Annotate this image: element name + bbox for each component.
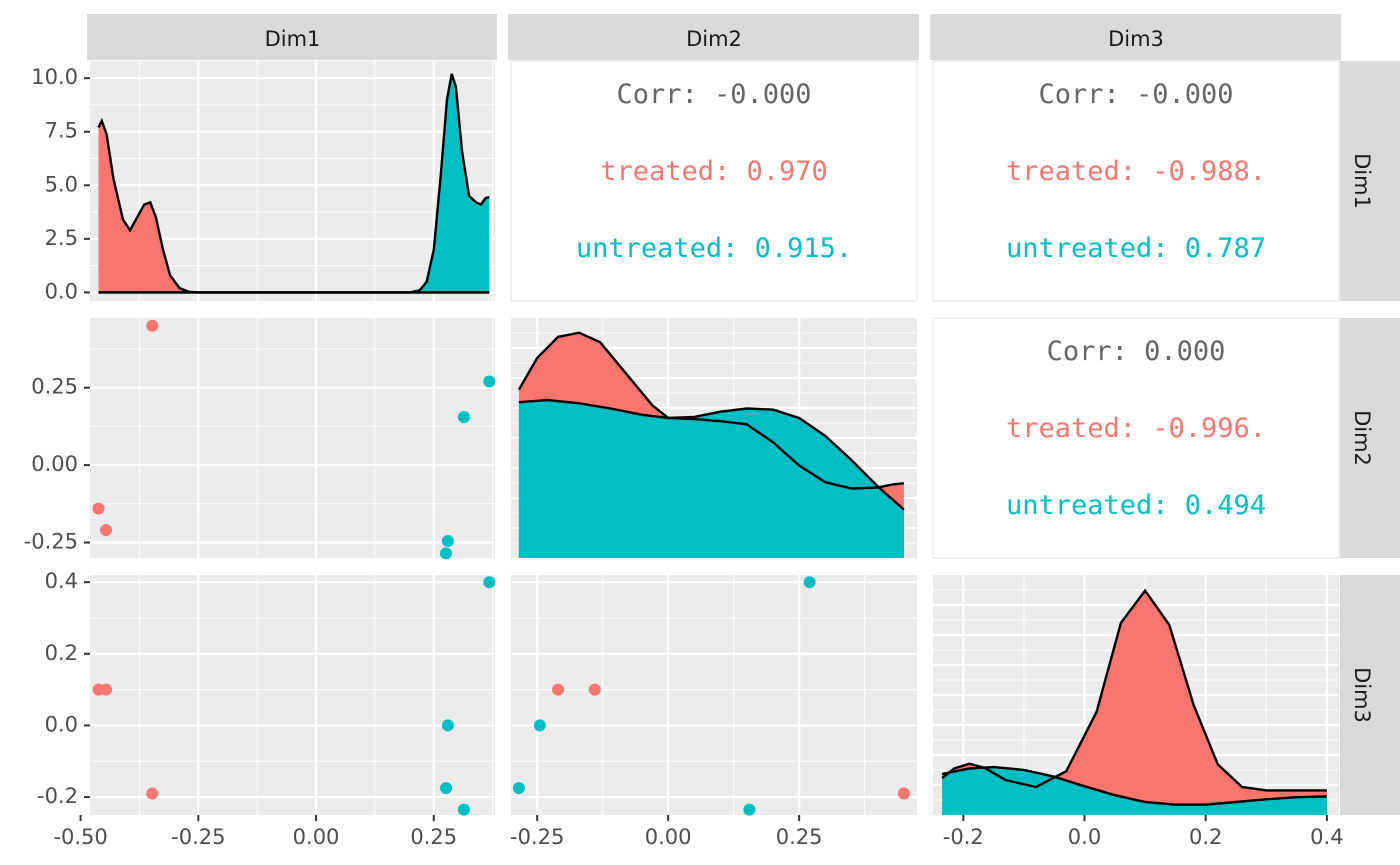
scatter-point-untreated bbox=[457, 803, 470, 816]
panel-dim1-dim3: Corr: -0.000 treated: -0.988. untreated: 0… bbox=[932, 60, 1340, 302]
x-tick-label: -0.25 bbox=[171, 825, 225, 849]
panel-dim2-dim2 bbox=[511, 318, 917, 558]
panel-dim2-dim3: Corr: 0.000 treated: -0.996. untreated: 0.… bbox=[932, 317, 1340, 559]
density-line-treated bbox=[517, 331, 905, 490]
scatter-point-treated bbox=[146, 319, 159, 332]
corr-untreated-label: untreated: 0.915. bbox=[576, 233, 852, 264]
corr-treated-label: treated: -0.996. bbox=[1006, 413, 1266, 444]
scatter-point-treated bbox=[552, 683, 565, 696]
y-tick-label: -0.25 bbox=[24, 530, 78, 554]
strip-label-dim1: Dim1 bbox=[265, 27, 321, 51]
strip-top-dim1 bbox=[87, 14, 497, 60]
corr-untreated-label: untreated: 0.494 bbox=[1006, 490, 1266, 521]
scatter-point-untreated bbox=[743, 803, 756, 816]
scatter-point-treated bbox=[92, 502, 105, 515]
corr-panel-bg bbox=[932, 60, 1340, 302]
y-tick-label: 0.2 bbox=[45, 641, 78, 665]
panel-dim3-dim2 bbox=[511, 575, 917, 816]
strip-label-right-dim2: Dim2 bbox=[1350, 410, 1374, 466]
x-tick-label: -0.25 bbox=[510, 825, 564, 849]
y-tick-label: -0.2 bbox=[37, 784, 78, 808]
strip-label-right-dim1: Dim1 bbox=[1350, 153, 1374, 209]
strip-label-dim3: Dim3 bbox=[1108, 27, 1164, 51]
y-tick-label: 5.0 bbox=[45, 172, 78, 196]
corr-panel-bg bbox=[510, 60, 918, 302]
corr-treated-label: treated: -0.988. bbox=[1006, 156, 1266, 187]
scatter-point-treated bbox=[588, 683, 601, 696]
corr-corr-label: Corr: 0.000 bbox=[1047, 336, 1226, 367]
y-tick-label: 0.0 bbox=[45, 279, 78, 303]
corr-treated-label: treated: 0.970 bbox=[600, 156, 828, 187]
density-line-untreated bbox=[518, 398, 905, 511]
x-tick-label: 0.00 bbox=[645, 825, 692, 849]
strip-top-dim2 bbox=[508, 14, 919, 60]
y-tick-label: 0.0 bbox=[45, 712, 78, 736]
panel-dim1-dim1 bbox=[90, 61, 495, 301]
x-tick-label: -0.50 bbox=[53, 825, 107, 849]
scatter-point-untreated bbox=[483, 576, 496, 589]
density-line-treated bbox=[941, 588, 1327, 792]
panel-bg bbox=[511, 575, 917, 815]
panel-dim1-dim2: Corr: -0.000 treated: 0.970 untreated: 0.9… bbox=[510, 60, 918, 302]
panel-dim2-dim1 bbox=[90, 318, 496, 560]
density-line-treated bbox=[97, 118, 490, 294]
corr-panel-bg bbox=[932, 317, 1340, 559]
scatter-point-untreated bbox=[441, 535, 454, 547]
corr-corr-label: Corr: -0.000 bbox=[1038, 79, 1233, 110]
y-tick-label: 0.00 bbox=[31, 452, 78, 476]
scatter-point-treated bbox=[100, 683, 112, 696]
x-tick-label: 0.00 bbox=[293, 825, 340, 849]
strip-right-dim3 bbox=[1340, 575, 1400, 815]
y-tick-label: 0.4 bbox=[45, 569, 78, 593]
strip-right-dim2 bbox=[1340, 318, 1400, 558]
strip-label-right-dim3: Dim3 bbox=[1350, 667, 1374, 723]
density-line-untreated bbox=[98, 73, 490, 294]
x-tick-label: 0.0 bbox=[1068, 825, 1101, 849]
x-tick-label: 0.4 bbox=[1310, 825, 1343, 849]
scatter-point-untreated bbox=[803, 576, 816, 589]
scatter-point-untreated bbox=[440, 782, 452, 795]
y-tick-label: 7.5 bbox=[45, 119, 78, 143]
panel-bg bbox=[90, 318, 495, 558]
density-area-untreated bbox=[518, 400, 904, 558]
x-tick-label: -0.2 bbox=[943, 825, 984, 849]
y-tick-label: 0.25 bbox=[31, 375, 78, 399]
panel-bg bbox=[90, 575, 495, 815]
strip-top-dim3 bbox=[930, 14, 1341, 60]
scatter-point-untreated bbox=[440, 547, 452, 560]
x-tick-label: 0.25 bbox=[776, 825, 823, 849]
density-line-untreated bbox=[941, 765, 1327, 806]
scatter-point-treated bbox=[897, 787, 910, 800]
scatter-point-untreated bbox=[483, 375, 496, 388]
scatter-point-untreated bbox=[533, 719, 546, 732]
strip-right-dim1 bbox=[1340, 61, 1400, 301]
scatter-point-treated bbox=[100, 524, 112, 537]
strip-label-dim2: Dim2 bbox=[686, 27, 742, 51]
x-tick-label: 0.2 bbox=[1189, 825, 1222, 849]
scatter-point-untreated bbox=[441, 719, 454, 732]
y-tick-label: 2.5 bbox=[45, 226, 78, 250]
x-tick-label: 0.25 bbox=[410, 825, 457, 849]
corr-corr-label: Corr: -0.000 bbox=[616, 79, 811, 110]
scatter-point-untreated bbox=[512, 782, 525, 795]
scatter-point-treated bbox=[146, 787, 159, 800]
panel-dim3-dim3 bbox=[933, 575, 1339, 815]
scatter-point-untreated bbox=[457, 411, 470, 424]
corr-untreated-label: untreated: 0.787 bbox=[1006, 233, 1266, 264]
panel-dim3-dim1 bbox=[90, 575, 496, 816]
density-area-untreated bbox=[98, 73, 490, 293]
density-area-treated bbox=[942, 590, 1327, 815]
y-tick-label: 10.0 bbox=[31, 65, 78, 89]
density-area-treated bbox=[98, 121, 490, 293]
